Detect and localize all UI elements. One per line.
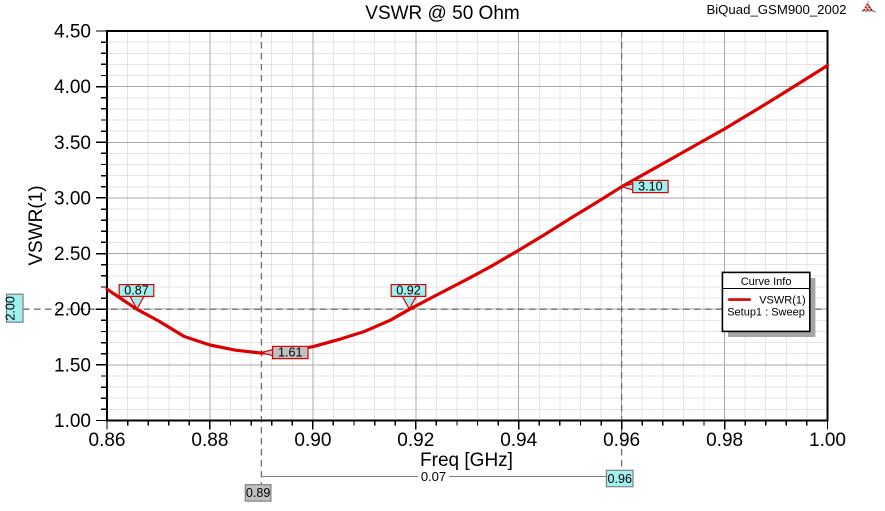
svg-text:0.88: 0.88 [191,430,228,451]
svg-text:VSWR(1): VSWR(1) [759,295,805,307]
svg-text:1.00: 1.00 [54,411,91,432]
svg-text:3.50: 3.50 [54,133,91,154]
svg-text:0.92: 0.92 [396,284,421,298]
svg-text:0.89: 0.89 [246,486,271,500]
svg-text:0.07: 0.07 [421,469,446,484]
svg-text:VSWR(1): VSWR(1) [26,185,47,265]
svg-text:0.86: 0.86 [89,430,126,451]
svg-text:0.96: 0.96 [603,430,640,451]
svg-text:1.00: 1.00 [809,430,846,451]
svg-text:3.00: 3.00 [54,188,91,209]
svg-text:2.00: 2.00 [4,296,18,321]
svg-text:0.87: 0.87 [124,284,149,298]
svg-text:1.61: 1.61 [278,346,303,360]
svg-text:0.90: 0.90 [294,430,331,451]
svg-text:0.98: 0.98 [706,430,743,451]
svg-text:2.50: 2.50 [54,244,91,265]
svg-text:2.00: 2.00 [54,300,91,321]
svg-text:4.50: 4.50 [54,22,91,43]
svg-text:Curve Info: Curve Info [741,276,792,288]
svg-text:Setup1 : Sweep: Setup1 : Sweep [727,306,805,318]
svg-text:0.96: 0.96 [607,472,632,486]
svg-text:0.92: 0.92 [397,430,434,451]
svg-text:4.00: 4.00 [54,77,91,98]
svg-text:1.50: 1.50 [54,355,91,376]
svg-text:3.10: 3.10 [638,180,663,194]
svg-text:VSWR @ 50 Ohm: VSWR @ 50 Ohm [365,3,519,24]
svg-text:0.94: 0.94 [500,430,537,451]
svg-text:BiQuad_GSM900_2002: BiQuad_GSM900_2002 [706,2,846,17]
svg-text:Freq [GHz]: Freq [GHz] [420,450,513,471]
